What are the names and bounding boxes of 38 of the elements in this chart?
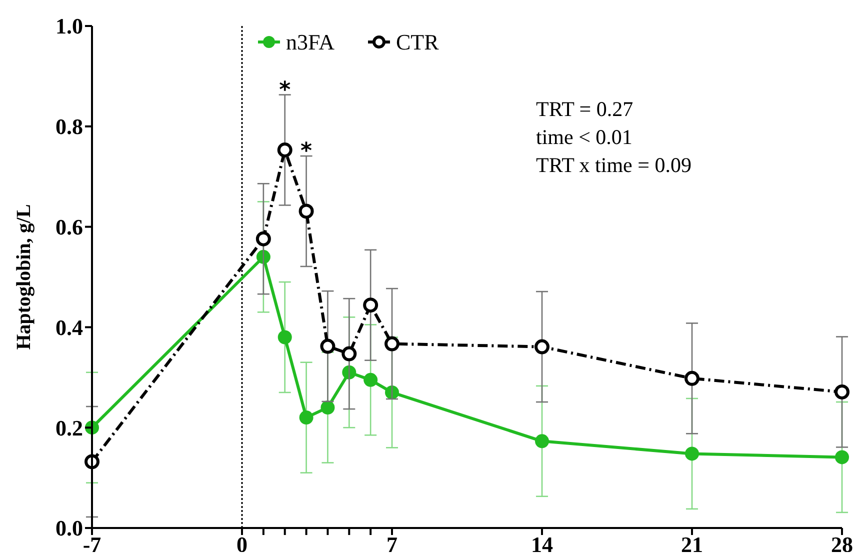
legend-label: CTR (396, 30, 440, 55)
point (684, 370, 700, 386)
x-tick-label: 21 (681, 532, 703, 557)
point (277, 142, 292, 158)
y-tick-label: 0.8 (56, 114, 83, 140)
point (384, 336, 400, 352)
point (342, 346, 357, 362)
point (299, 410, 314, 425)
point (256, 250, 270, 264)
point (534, 339, 550, 354)
point (320, 400, 335, 415)
x-tick-label: 14 (531, 532, 553, 557)
annotation: TRT x time = 0.09 (536, 153, 692, 177)
annotation: time < 0.01 (536, 125, 632, 149)
point (363, 298, 378, 313)
annotation: TRT = 0.27 (536, 97, 634, 121)
point (685, 446, 699, 461)
point (535, 434, 549, 448)
y-tick-label: 1.0 (56, 14, 83, 39)
y-tick-label: 0.6 (56, 214, 83, 240)
point (256, 231, 271, 246)
x-tick-label: 28 (831, 532, 853, 557)
point (835, 450, 849, 464)
point (278, 330, 292, 344)
y-tick-label: 0.2 (56, 415, 83, 440)
x-tick-label: 7 (386, 532, 398, 557)
y-tick-label: 0.4 (56, 314, 83, 340)
point (298, 204, 314, 219)
point (364, 372, 378, 387)
x-tick-label: 0 (236, 532, 248, 557)
annotation: * (279, 78, 292, 103)
y-tick-label: 0.0 (56, 516, 83, 541)
legend-label: n3FA (286, 30, 335, 55)
point (834, 384, 850, 400)
annotation: * (300, 139, 313, 164)
y-axis-title: Haptoglobin, g/L (13, 204, 35, 350)
point (320, 338, 336, 354)
x-tick-label: -7 (82, 532, 102, 557)
